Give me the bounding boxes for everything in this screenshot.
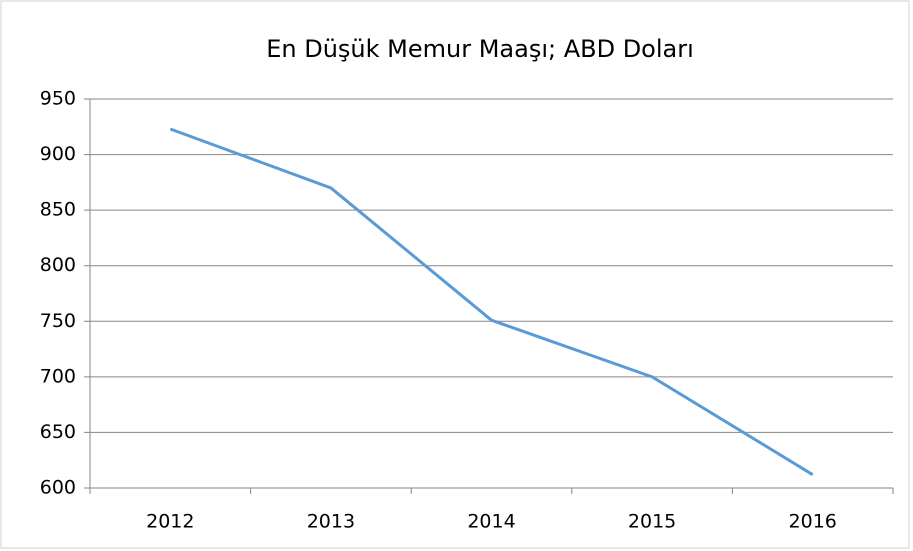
chart-title: En Düşük Memur Maaşı; ABD Doları xyxy=(266,35,694,63)
y-tick-label: 950 xyxy=(40,88,76,110)
y-tick-label: 850 xyxy=(40,199,76,221)
x-tick-label: 2014 xyxy=(467,511,515,533)
y-tick-label: 900 xyxy=(40,143,76,165)
x-tick-label: 2016 xyxy=(789,511,837,533)
x-tick-label: 2013 xyxy=(307,511,355,533)
y-tick-label: 800 xyxy=(40,254,76,276)
y-tick-label: 650 xyxy=(40,421,76,443)
y-tick-label: 600 xyxy=(40,477,76,499)
x-tick-label: 2012 xyxy=(146,511,194,533)
x-tick-label: 2015 xyxy=(628,511,676,533)
y-tick-label: 750 xyxy=(40,310,76,332)
data-line xyxy=(169,127,814,476)
y-tick-label: 700 xyxy=(40,365,76,387)
